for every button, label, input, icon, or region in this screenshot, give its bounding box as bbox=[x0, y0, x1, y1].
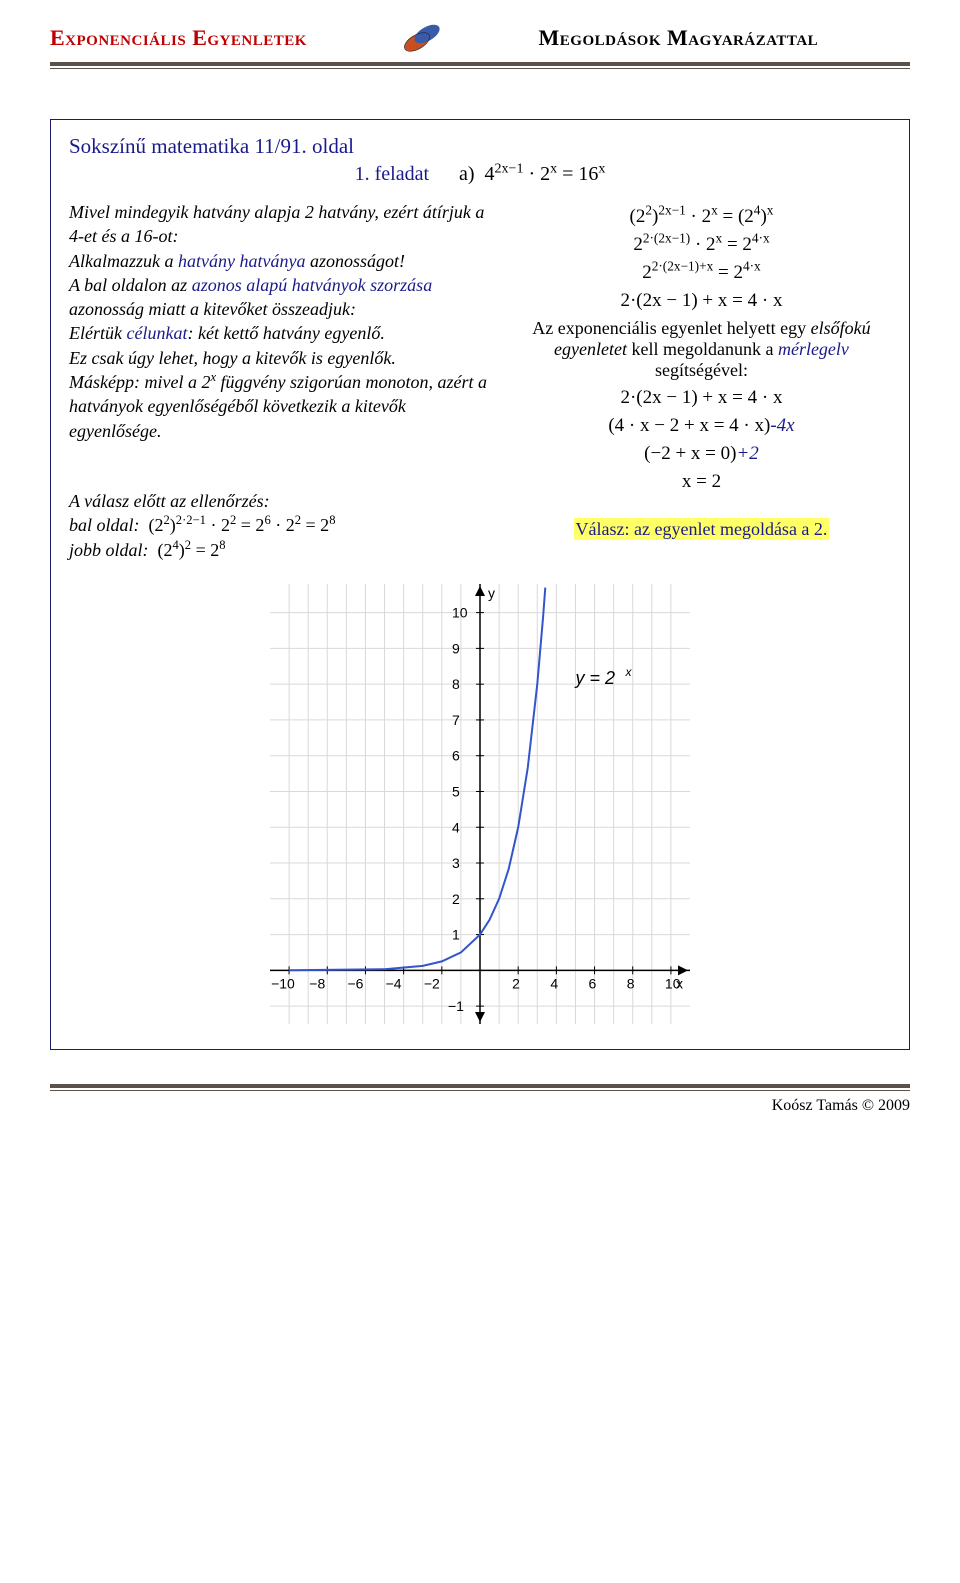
svg-text:10: 10 bbox=[452, 604, 468, 620]
answer-line: Válasz: az egyenlet megoldása a 2. bbox=[512, 519, 891, 540]
exponential-graph: −10−8−6−4−224681012345678910−1yxy = 2x bbox=[270, 584, 690, 1029]
check-left: bal oldal: (22)2·2−1 · 22 = 26 · 22 = 28 bbox=[69, 513, 488, 537]
svg-text:x: x bbox=[624, 665, 632, 679]
svg-text:8: 8 bbox=[452, 676, 460, 692]
eq-r8: x = 2 bbox=[512, 471, 891, 493]
svg-text:2: 2 bbox=[452, 891, 460, 907]
header-left-title: Exponenciális Egyenletek bbox=[50, 25, 307, 51]
eq-r7: (−2 + x = 0)+2 bbox=[512, 443, 891, 465]
feladat-equation: a) 42x−1 · 2x = 16x bbox=[459, 163, 605, 185]
logo-icon bbox=[399, 20, 447, 56]
explain-p4: Elértük célunkat: két kettő hatvány egye… bbox=[69, 321, 488, 345]
svg-text:−2: −2 bbox=[424, 975, 440, 991]
footer-text: Koósz Tamás © 2009 bbox=[50, 1090, 910, 1115]
svg-text:9: 9 bbox=[452, 640, 460, 656]
svg-text:y: y bbox=[488, 585, 495, 601]
explain-p2: Alkalmazzuk a hatvány hatványa azonosság… bbox=[69, 249, 488, 273]
check-block: A válasz előtt az ellenőrzés: bal oldal:… bbox=[69, 489, 488, 562]
svg-text:−4: −4 bbox=[386, 975, 402, 991]
svg-text:8: 8 bbox=[627, 975, 635, 991]
check-title: A válasz előtt az ellenőrzés: bbox=[69, 489, 488, 513]
eq-r6: (4 · x − 2 + x = 4 · x)-4x bbox=[512, 415, 891, 437]
header-underline bbox=[50, 68, 910, 69]
check-right: jobb oldal: (24)2 = 28 bbox=[69, 538, 488, 562]
two-columns: Mivel mindegyik hatvány alapja 2 hatvány… bbox=[69, 200, 891, 562]
explain-p3: A bal oldalon az azonos alapú hatványok … bbox=[69, 273, 488, 322]
svg-text:6: 6 bbox=[589, 975, 597, 991]
svg-text:y = 2: y = 2 bbox=[573, 668, 615, 688]
explain-p5: Ez csak úgy lehet, hogy a kitevők is egy… bbox=[69, 346, 488, 370]
feladat-label: 1. feladat bbox=[355, 163, 429, 185]
eq-r3: 22·(2x−1)+x = 24·x bbox=[512, 262, 891, 284]
eq-r2: 22·(2x−1) · 2x = 24·x bbox=[512, 234, 891, 256]
right-column: (22)2x−1 · 2x = (24)x 22·(2x−1) · 2x = 2… bbox=[512, 200, 891, 562]
svg-text:3: 3 bbox=[452, 855, 460, 871]
header-right-title: Megoldások Magyarázattal bbox=[539, 25, 819, 51]
page-title: Sokszínű matematika 11/91. oldal bbox=[69, 134, 891, 159]
page-header: Exponenciális Egyenletek Megoldások Magy… bbox=[50, 20, 910, 66]
left-column: Mivel mindegyik hatvány alapja 2 hatvány… bbox=[69, 200, 488, 562]
svg-text:1: 1 bbox=[452, 926, 460, 942]
explain-p1: Mivel mindegyik hatvány alapja 2 hatvány… bbox=[69, 200, 488, 249]
svg-text:−10: −10 bbox=[271, 975, 295, 991]
svg-text:4: 4 bbox=[452, 819, 460, 835]
svg-text:−6: −6 bbox=[347, 975, 363, 991]
svg-text:2: 2 bbox=[512, 975, 520, 991]
page-footer: Koósz Tamás © 2009 bbox=[50, 1084, 910, 1115]
svg-text:7: 7 bbox=[452, 712, 460, 728]
svg-text:−1: −1 bbox=[448, 998, 464, 1014]
svg-text:6: 6 bbox=[452, 748, 460, 764]
svg-text:5: 5 bbox=[452, 783, 460, 799]
content-box: Sokszínű matematika 11/91. oldal 1. fela… bbox=[50, 119, 910, 1050]
svg-text:−8: −8 bbox=[309, 975, 325, 991]
explain-p6: Másképp: mivel a 2x függvény szigorúan m… bbox=[69, 370, 488, 443]
eq-r5: 2·(2x − 1) + x = 4 · x bbox=[512, 387, 891, 409]
svg-text:4: 4 bbox=[550, 975, 558, 991]
right-text: Az exponenciális egyenlet helyett egy el… bbox=[512, 318, 891, 381]
eq-r1: (22)2x−1 · 2x = (24)x bbox=[512, 206, 891, 228]
exercise-line: 1. feladat a) 42x−1 · 2x = 16x bbox=[69, 163, 891, 186]
svg-text:x: x bbox=[676, 975, 683, 991]
eq-r4: 2·(2x − 1) + x = 4 · x bbox=[512, 290, 891, 312]
